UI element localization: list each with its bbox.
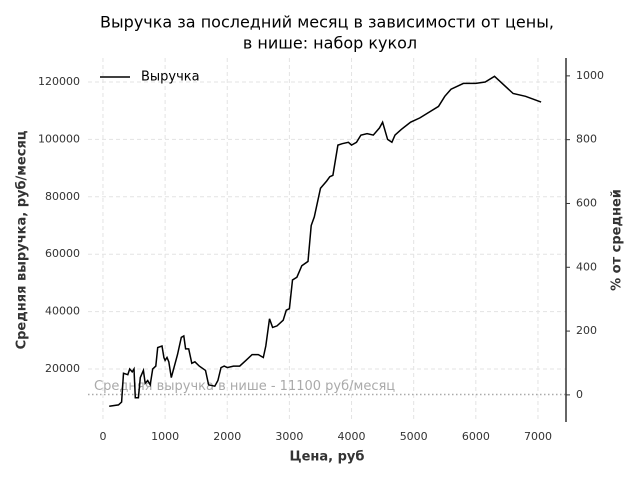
y-tick-label: 40000 bbox=[45, 305, 80, 318]
y-tick-label: 80000 bbox=[45, 190, 80, 203]
y2-axis-title: % от средней bbox=[610, 189, 625, 291]
y-tick-label: 60000 bbox=[45, 247, 80, 260]
y-axis-title: Средняя выручка, руб/месяц bbox=[15, 130, 30, 349]
x-tick-label: 2000 bbox=[213, 430, 241, 443]
x-tick-label: 0 bbox=[99, 430, 106, 443]
y-tick-label: 20000 bbox=[45, 362, 80, 375]
x-tick-label: 7000 bbox=[524, 430, 552, 443]
x-tick-label: 3000 bbox=[275, 430, 303, 443]
y2-tick-label: 1000 bbox=[576, 69, 604, 82]
legend-label: Выручка bbox=[141, 70, 200, 85]
reference-label: Средняя выручка в нише - 11100 руб/месяц bbox=[94, 379, 395, 394]
y2-tick-label: 800 bbox=[576, 133, 597, 146]
chart-title: в нише: набор кукол bbox=[243, 34, 417, 53]
y2-tick-label: 400 bbox=[576, 260, 597, 273]
chart-title: Выручка за последний месяц в зависимости… bbox=[100, 13, 554, 32]
y2-tick-label: 0 bbox=[576, 388, 583, 401]
x-axis-title: Цена, руб bbox=[290, 450, 365, 465]
y2-tick-label: 200 bbox=[576, 324, 597, 337]
y-tick-label: 120000 bbox=[38, 75, 80, 88]
y-tick-label: 100000 bbox=[38, 132, 80, 145]
x-tick-label: 5000 bbox=[400, 430, 428, 443]
data-line bbox=[109, 75, 542, 408]
y2-tick-label: 600 bbox=[576, 196, 597, 209]
x-tick-label: 6000 bbox=[462, 430, 490, 443]
x-tick-label: 4000 bbox=[338, 430, 366, 443]
x-tick-label: 1000 bbox=[151, 430, 179, 443]
